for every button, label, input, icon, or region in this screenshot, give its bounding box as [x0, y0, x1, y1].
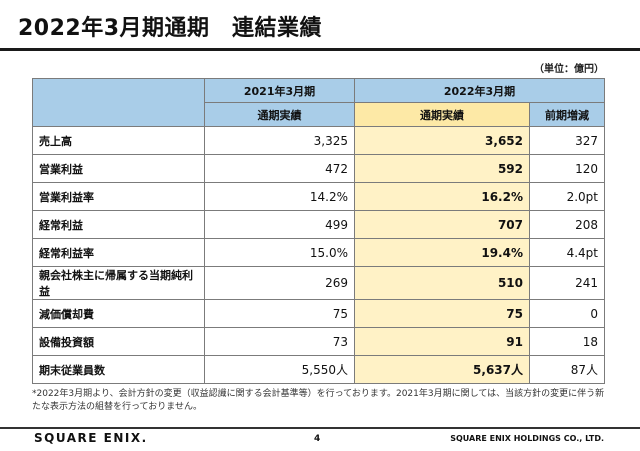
- row-label: 営業利益率: [32, 182, 205, 211]
- value-fy2021: 73: [204, 327, 355, 356]
- row-label: 設備投資額: [32, 327, 205, 356]
- value-fy2021: 5,550人: [204, 355, 355, 384]
- value-fy2022: 3,652: [354, 126, 530, 155]
- value-change: 208: [529, 210, 605, 239]
- footer-divider: [0, 427, 640, 429]
- table-header-row-years: 2021年3月期 2022年3月期: [32, 78, 605, 127]
- value-fy2022: 19.4%: [354, 238, 530, 267]
- title-divider: [0, 48, 640, 51]
- row-label: 減価償却費: [32, 299, 205, 328]
- table-row: 営業利益率 14.2% 16.2% 2.0pt: [32, 182, 605, 211]
- table-row: 営業利益 472 592 120: [32, 154, 605, 183]
- page-title: 2022年3月期通期 連結業績: [18, 16, 323, 41]
- header-fy2021: 2021年3月期: [204, 78, 355, 103]
- value-fy2022: 91: [354, 327, 530, 356]
- unit-label: （単位：億円）: [534, 64, 604, 75]
- page-number: 4: [314, 434, 321, 444]
- value-fy2021: 269: [204, 266, 355, 300]
- value-change: 18: [529, 327, 605, 356]
- table-row: 経常利益 499 707 208: [32, 210, 605, 239]
- header-yoy-change: 前期増減: [529, 102, 605, 127]
- table-row: 親会社株主に帰属する当期純利益 269 510 241: [32, 266, 605, 300]
- value-change: 120: [529, 154, 605, 183]
- value-fy2021: 499: [204, 210, 355, 239]
- table-header-row-sub: 通期実績 通期実績 前期増減: [33, 102, 605, 127]
- value-fy2021: 472: [204, 154, 355, 183]
- value-fy2021: 14.2%: [204, 182, 355, 211]
- value-fy2022: 75: [354, 299, 530, 328]
- value-change: 4.4pt: [529, 238, 605, 267]
- row-label: 経常利益: [32, 210, 205, 239]
- value-fy2022: 16.2%: [354, 182, 530, 211]
- row-label: 親会社株主に帰属する当期純利益: [32, 266, 205, 300]
- value-change: 327: [529, 126, 605, 155]
- row-label: 営業利益: [32, 154, 205, 183]
- value-fy2021: 3,325: [204, 126, 355, 155]
- value-fy2022: 5,637人: [354, 355, 530, 384]
- header-actual-2021: 通期実績: [204, 102, 355, 127]
- header-actual-2022: 通期実績: [354, 102, 530, 127]
- row-label: 経常利益率: [32, 238, 205, 267]
- header-blank-cell: [32, 78, 205, 127]
- table-row: 期末従業員数 5,550人 5,637人 87人: [32, 355, 605, 384]
- table-body: 売上高 3,325 3,652 327 営業利益 472 592 120 営業利益率 14.2% 1…: [32, 126, 605, 384]
- value-change: 87人: [529, 355, 605, 384]
- company-name: SQUARE ENIX HOLDINGS CO., LTD.: [450, 434, 604, 443]
- table-row: 減価償却費 75 75 0: [32, 299, 605, 328]
- value-change: 241: [529, 266, 605, 300]
- row-label: 期末従業員数: [32, 355, 205, 384]
- results-table: 2021年3月期 2022年3月期 通期実績 通期実績 前期増減 売上高 3,32…: [32, 78, 605, 384]
- value-fy2021: 15.0%: [204, 238, 355, 267]
- value-fy2022: 592: [354, 154, 530, 183]
- table-row: 売上高 3,325 3,652 327: [32, 126, 605, 155]
- value-change: 2.0pt: [529, 182, 605, 211]
- value-fy2022: 510: [354, 266, 530, 300]
- company-logo: SQUARE ENIX.: [34, 431, 148, 445]
- value-fy2022: 707: [354, 210, 530, 239]
- row-label: 売上高: [32, 126, 205, 155]
- footnote: *2022年3月期より、会計方針の変更（収益認識に関する会計基準等）を行っており…: [32, 389, 605, 412]
- table-row: 経常利益率 15.0% 19.4% 4.4pt: [32, 238, 605, 267]
- value-fy2021: 75: [204, 299, 355, 328]
- table-row: 設備投資額 73 91 18: [32, 327, 605, 356]
- header-fy2022: 2022年3月期: [354, 78, 605, 103]
- value-change: 0: [529, 299, 605, 328]
